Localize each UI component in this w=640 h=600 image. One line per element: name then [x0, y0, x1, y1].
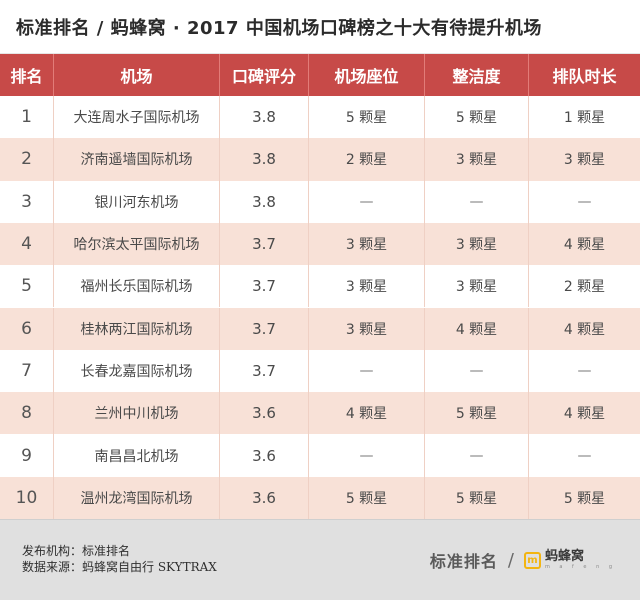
- cell-airport: 哈尔滨太平国际机场: [54, 222, 220, 266]
- column-header-cleanliness: 整洁度: [425, 54, 529, 96]
- cell-score: 3.8: [220, 180, 309, 223]
- table-row: 6 桂林两江国际机场 3.7 3 颗星 4 颗星 4 颗星: [0, 307, 640, 350]
- publisher-text: 发布机构：标准排名: [22, 544, 131, 558]
- cell-queue-time: 2 颗星: [563, 279, 606, 296]
- title-bar: 标准排名 / 蚂蜂窝 · 2017 中国机场口碑榜之十大有待提升机场: [0, 0, 640, 54]
- cell-rank: 1: [0, 96, 54, 139]
- cell-seats: 5 颗星: [309, 476, 425, 519]
- cell-rank: 7: [0, 349, 54, 393]
- column-header-rank: 排名: [0, 54, 54, 96]
- table-row: 3 银川河东机场 3.8— — —: [0, 180, 640, 223]
- cell-cleanliness: —: [425, 180, 529, 223]
- cell-queue-time: —: [577, 362, 592, 379]
- ranking-table: 排名 机场 口碑评分 机场座位 整洁度 排队时长 1 大连周水子国际机场 3.8 5 颗星 5 颗…: [0, 54, 640, 519]
- cell-airport: 南昌昌北机场: [54, 434, 220, 477]
- cell-cleanliness: —: [425, 434, 529, 477]
- cell-airport: 大连周水子国际机场: [54, 96, 220, 139]
- table-row: 7 长春龙嘉国际机场 3.7— — —: [0, 349, 640, 393]
- cell-seats: —: [309, 349, 425, 393]
- cell-rank: 2: [0, 138, 54, 181]
- column-header-airport: 机场: [54, 54, 220, 96]
- table-row: 5 福州长乐国际机场 3.7 3 颗星 3 颗星 2 颗星: [0, 265, 640, 308]
- cell-rank: 8: [0, 392, 54, 435]
- cell-cleanliness: —: [425, 349, 529, 393]
- column-header-seats: 机场座位: [309, 54, 425, 96]
- mafengwo-logo-icon: m: [523, 551, 541, 569]
- cell-rank: 3: [0, 180, 54, 223]
- cell-score: 3.8: [220, 138, 309, 181]
- cell-airport: 长春龙嘉国际机场: [54, 349, 220, 393]
- cell-score: 3.7: [220, 349, 309, 393]
- table-row: 10 温州龙湾国际机场 3.6 5 颗星 5 颗星 5 颗星: [0, 476, 640, 519]
- cell-queue-time: 5 颗星: [563, 490, 606, 507]
- cell-cleanliness: 3 颗星: [425, 222, 529, 266]
- cell-cleanliness: 5 颗星: [425, 392, 529, 435]
- cell-queue-time: 4 颗星: [563, 321, 606, 338]
- table-header-row: 排名 机场 口碑评分 机场座位 整洁度 排队时长: [0, 54, 640, 96]
- cell-queue-time: 1 颗星: [563, 110, 606, 127]
- cell-score: 3.7: [220, 222, 309, 266]
- cell-seats: 3 颗星: [309, 265, 425, 308]
- brand-logos: 标准排名 / m 蚂蜂窝 m a f e n g: [430, 548, 616, 572]
- cell-seats: —: [309, 434, 425, 477]
- cell-score: 3.6: [220, 392, 309, 435]
- cell-cleanliness: 3 颗星: [425, 138, 529, 181]
- cell-score: 3.6: [220, 434, 309, 477]
- cell-score: 3.8: [220, 96, 309, 139]
- cell-score: 3.7: [220, 307, 309, 350]
- cell-queue-time: —: [577, 193, 592, 210]
- brand-separator: /: [507, 549, 514, 571]
- cell-airport: 桂林两江国际机场: [54, 307, 220, 350]
- cell-seats: 3 颗星: [309, 222, 425, 266]
- table-row: 2 济南遥墙国际机场 3.8 2 颗星 3 颗星 3 颗星: [0, 138, 640, 181]
- cell-seats: 3 颗星: [309, 307, 425, 350]
- cell-cleanliness: 5 颗星: [425, 476, 529, 519]
- cell-rank: 6: [0, 307, 54, 350]
- table-row: 4 哈尔滨太平国际机场 3.7 3 颗星 3 颗星 4 颗星: [0, 222, 640, 266]
- cell-score: 3.6: [220, 476, 309, 519]
- cell-seats: —: [309, 180, 425, 223]
- cell-airport: 济南遥墙国际机场: [54, 138, 220, 181]
- table-row: 9 南昌昌北机场 3.6— — —: [0, 434, 640, 477]
- cell-airport: 福州长乐国际机场: [54, 265, 220, 308]
- cell-rank: 10: [0, 476, 54, 519]
- cell-queue-time: 3 颗星: [563, 152, 606, 169]
- cell-airport: 兰州中川机场: [54, 392, 220, 435]
- footer: 发布机构：标准排名 数据来源：蚂蜂窝自由行 SKYTRAX 标准排名 / m 蚂…: [0, 519, 640, 600]
- mafengwo-logo-text: 蚂蜂窝: [544, 549, 584, 564]
- cell-cleanliness: 5 颗星: [425, 96, 529, 139]
- cell-rank: 5: [0, 265, 54, 308]
- biaozhun-paiming-logo: 标准排名: [429, 552, 498, 571]
- cell-queue-time: —: [577, 447, 592, 464]
- cell-cleanliness: 4 颗星: [425, 307, 529, 350]
- cell-cleanliness: 3 颗星: [425, 265, 529, 308]
- cell-queue-time: 4 颗星: [563, 406, 606, 423]
- table-row: 8 兰州中川机场 3.6 4 颗星 5 颗星 4 颗星: [0, 392, 640, 435]
- page-title: 标准排名 / 蚂蜂窝 · 2017 中国机场口碑榜之十大有待提升机场: [16, 17, 542, 39]
- cell-rank: 4: [0, 222, 54, 266]
- cell-queue-time: 4 颗星: [563, 237, 606, 254]
- cell-airport: 温州龙湾国际机场: [54, 476, 220, 519]
- cell-seats: 5 颗星: [309, 96, 425, 139]
- cell-airport: 银川河东机场: [54, 180, 220, 223]
- table-row: 1 大连周水子国际机场 3.8 5 颗星 5 颗星 1 颗星: [0, 96, 640, 139]
- cell-score: 3.7: [220, 265, 309, 308]
- cell-rank: 9: [0, 434, 54, 477]
- column-header-queue-time: 排队时长: [529, 54, 640, 96]
- source-text: 数据来源：蚂蜂窝自由行 SKYTRAX: [22, 560, 217, 574]
- mafengwo-logo: 蚂蜂窝 m a f e n g: [544, 549, 616, 571]
- column-header-score: 口碑评分: [220, 54, 309, 96]
- mafengwo-logo-subtext: m a f e n g: [544, 564, 616, 570]
- cell-seats: 4 颗星: [309, 392, 425, 435]
- cell-seats: 2 颗星: [309, 138, 425, 181]
